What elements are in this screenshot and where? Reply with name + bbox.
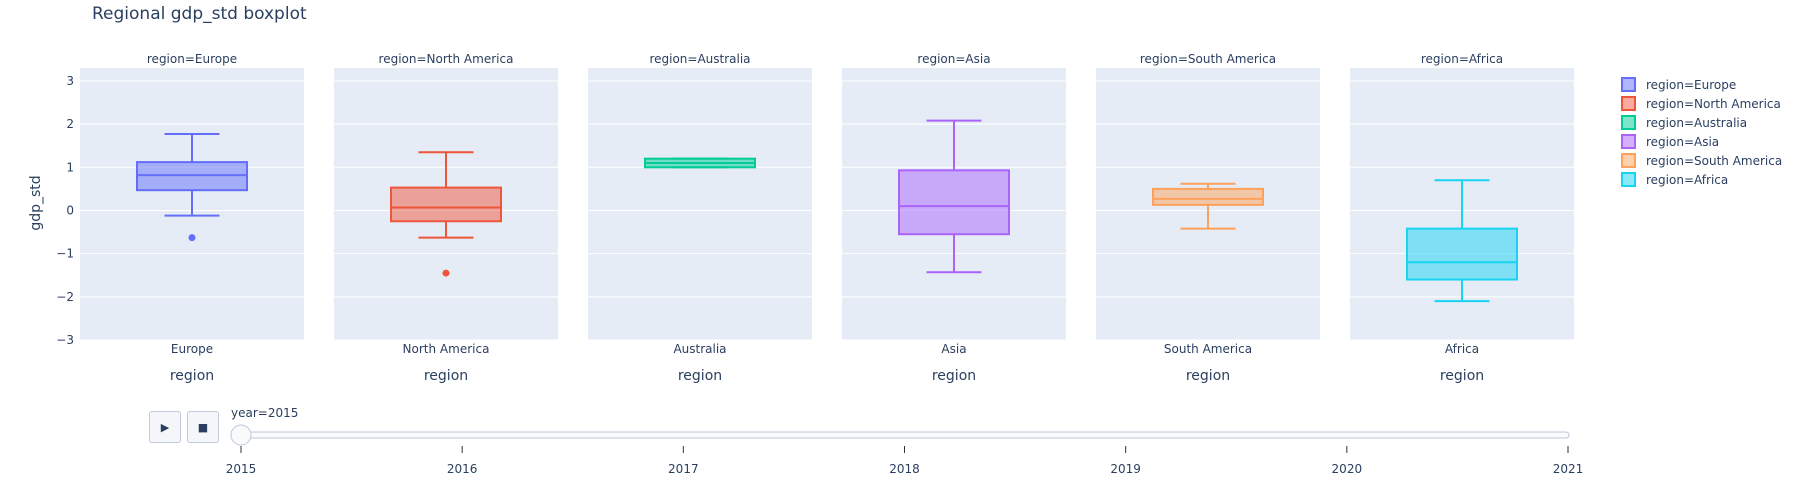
stop-icon: ■ xyxy=(197,420,209,434)
outlier-point[interactable] xyxy=(442,269,450,277)
slider-tick-label: 2018 xyxy=(889,462,920,476)
y-tick-label: −1 xyxy=(56,247,74,261)
facet-label: region=Europe xyxy=(147,52,237,66)
x-tick-label: North America xyxy=(403,342,490,356)
y-tick-label: 3 xyxy=(66,74,74,88)
legend-swatch xyxy=(1621,77,1636,92)
legend-item[interactable]: region=North America xyxy=(1621,96,1781,111)
x-tick-label: Africa xyxy=(1445,342,1479,356)
x-axis-title: region xyxy=(1440,368,1484,384)
legend-item[interactable]: region=Australia xyxy=(1621,115,1747,130)
x-tick-label: Europe xyxy=(171,342,213,356)
slider-current-label: year=2015 xyxy=(231,406,298,420)
x-axis-title: region xyxy=(170,368,214,384)
legend-label: region=South America xyxy=(1646,154,1782,168)
x-axis-title: region xyxy=(424,368,468,384)
legend-label: region=Asia xyxy=(1646,135,1719,149)
facet-south-america: region=South America South America region xyxy=(1096,52,1320,384)
play-button[interactable]: ▶ xyxy=(149,411,181,443)
x-axis-title: region xyxy=(932,368,976,384)
legend-swatch xyxy=(1621,153,1636,168)
slider-tick-label: 2017 xyxy=(668,462,699,476)
plot-background xyxy=(588,68,812,340)
x-tick-label: Australia xyxy=(673,342,726,356)
facet-asia: region=Asia Asia region xyxy=(842,52,1066,384)
legend[interactable]: region=Europe region=North America region=… xyxy=(1621,77,1782,187)
y-axis: −3 −2 −1 0 1 2 3 xyxy=(56,74,74,347)
slider-tick-label: 2021 xyxy=(1553,462,1584,476)
box[interactable] xyxy=(390,186,502,223)
facet-australia: region=Australia Australia region xyxy=(588,52,812,384)
facet-label: region=Australia xyxy=(649,52,750,66)
y-tick-label: 1 xyxy=(66,160,74,174)
facet-africa: region=Africa Africa region xyxy=(1350,52,1574,384)
slider-tick-label: 2019 xyxy=(1110,462,1141,476)
legend-item[interactable]: region=Asia xyxy=(1621,134,1719,149)
legend-label: region=Europe xyxy=(1646,78,1736,92)
legend-label: region=North America xyxy=(1646,97,1781,111)
x-tick-label: Asia xyxy=(941,342,966,356)
outlier-point[interactable] xyxy=(188,234,196,242)
legend-item[interactable]: region=Europe xyxy=(1621,77,1736,92)
facet-label: region=South America xyxy=(1140,52,1276,66)
slider-tick-label: 2015 xyxy=(226,462,257,476)
facet-europe: region=Europe Europe region xyxy=(80,52,304,384)
slider-handle[interactable] xyxy=(230,424,252,446)
legend-swatch xyxy=(1621,134,1636,149)
x-axis-title: region xyxy=(678,368,722,384)
legend-swatch xyxy=(1621,172,1636,187)
y-tick-label: −3 xyxy=(56,333,74,347)
legend-item[interactable]: region=South America xyxy=(1621,153,1782,168)
legend-item[interactable]: region=Africa xyxy=(1621,172,1728,187)
slider-tick-label: 2020 xyxy=(1332,462,1363,476)
year-slider[interactable]: year=2015 2015 2016 2017 2018 2019 2020 2021 xyxy=(226,406,1584,476)
facet-label: region=Asia xyxy=(917,52,990,66)
y-tick-label: 2 xyxy=(66,117,74,131)
facet-north-america: region=North America North America region xyxy=(334,52,558,384)
legend-swatch xyxy=(1621,115,1636,130)
facet-label: region=Africa xyxy=(1421,52,1503,66)
y-tick-label: −2 xyxy=(56,290,74,304)
slider-rail[interactable] xyxy=(238,431,1570,439)
legend-label: region=Africa xyxy=(1646,173,1728,187)
x-axis-title: region xyxy=(1186,368,1230,384)
legend-label: region=Australia xyxy=(1646,116,1747,130)
slider-ticks: 2015 2016 2017 2018 2019 2020 2021 xyxy=(226,446,1584,476)
box[interactable] xyxy=(1406,227,1518,281)
facet-label: region=North America xyxy=(379,52,514,66)
legend-swatch xyxy=(1621,96,1636,111)
x-tick-label: South America xyxy=(1164,342,1252,356)
slider-tick-label: 2016 xyxy=(447,462,478,476)
box[interactable] xyxy=(1152,187,1264,206)
y-tick-label: 0 xyxy=(66,203,74,217)
chart-title: Regional gdp_std boxplot xyxy=(92,4,307,24)
box[interactable] xyxy=(136,161,248,192)
y-axis-title: gdp_std xyxy=(28,175,44,230)
box[interactable] xyxy=(898,169,1010,236)
stop-button[interactable]: ■ xyxy=(187,411,219,443)
play-icon: ▶ xyxy=(160,420,170,434)
